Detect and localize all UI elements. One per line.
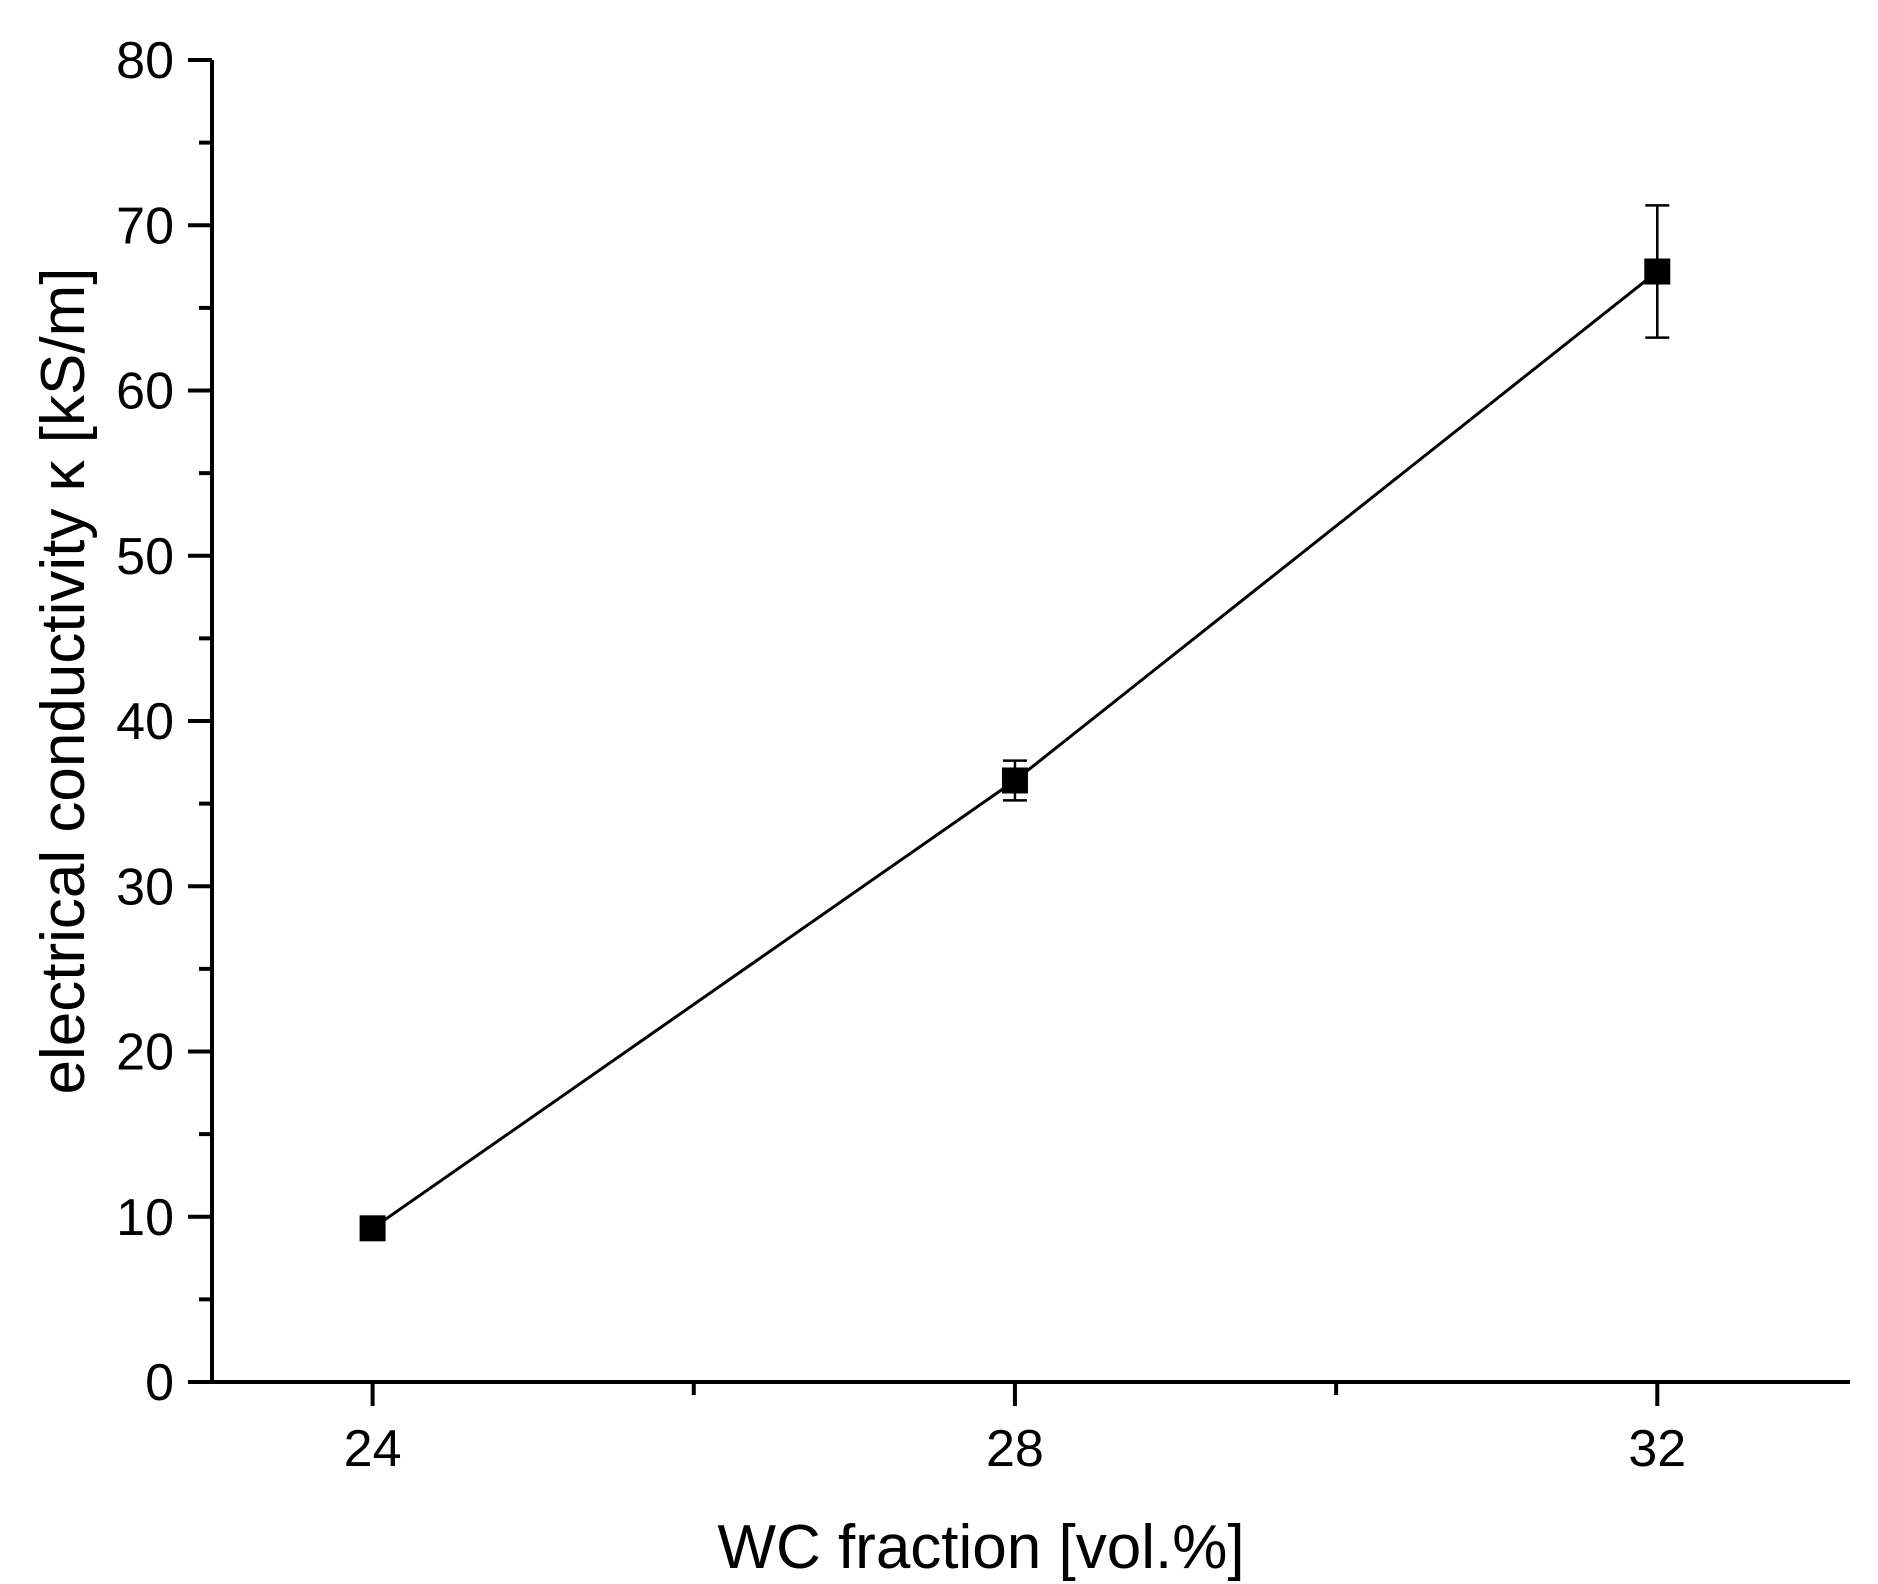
plot-area [359, 204, 1671, 1242]
x-axis-title: WC fraction [vol.%] [717, 1513, 1244, 1582]
y-tick-label: 60 [116, 363, 174, 421]
x-tick-label: 28 [986, 1420, 1044, 1478]
axes-group: 0 10 20 30 40 50 60 70 80 24 28 32 [116, 32, 1850, 1478]
data-point-marker [1001, 767, 1028, 794]
y-tick-label: 30 [116, 858, 174, 916]
y-tick-label: 20 [116, 1024, 174, 1082]
x-tick-label: 32 [1628, 1420, 1686, 1478]
y-tick-label: 40 [116, 693, 174, 751]
y-axis-title: electrical conductivity κ [kS/m] [29, 268, 98, 1095]
y-tick-label: 70 [116, 197, 174, 255]
y-ticks: 0 10 20 30 40 50 60 70 80 [116, 32, 212, 1412]
data-point-marker [359, 1215, 386, 1242]
y-tick-label: 50 [116, 528, 174, 586]
x-tick-label: 24 [344, 1420, 402, 1478]
data-point-marker [1644, 258, 1671, 285]
x-ticks: 24 28 32 [344, 1382, 1686, 1478]
series-line [371, 270, 1659, 1230]
y-tick-label: 10 [116, 1189, 174, 1247]
y-tick-label: 0 [145, 1354, 174, 1412]
y-tick-label: 80 [116, 32, 174, 90]
